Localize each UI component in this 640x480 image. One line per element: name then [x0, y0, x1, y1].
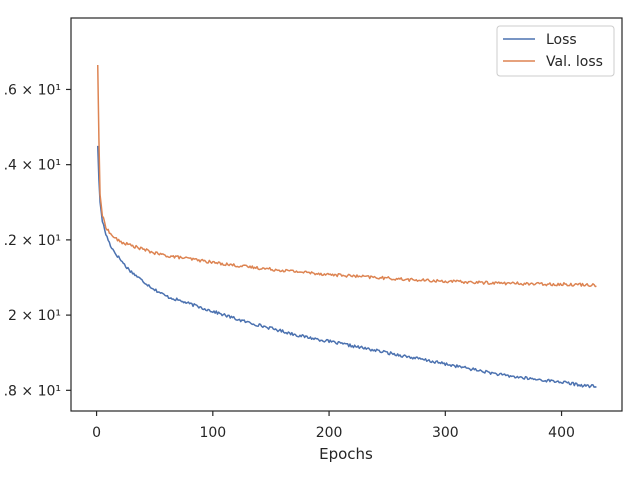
- x-tick-label: 0: [92, 425, 101, 441]
- x-tick-label: 300: [432, 425, 459, 441]
- x-axis-label: Epochs: [319, 445, 373, 463]
- y-tick-label: .6 × 10¹: [4, 82, 61, 98]
- y-tick-label: 2 × 10¹: [8, 308, 61, 324]
- y-axis-ticks: .8 × 10¹ 2 × 10¹ .2 × 10¹ .4 × 10¹ .6 × 10¹: [4, 82, 71, 399]
- legend-label-val-loss: Val. loss: [546, 54, 603, 70]
- x-tick-label: 400: [548, 425, 575, 441]
- series-line-val-loss: [96, 64, 597, 288]
- legend: Loss Val. loss: [496, 25, 615, 77]
- y-tick-label: .4 × 10¹: [4, 158, 61, 174]
- y-tick-label: .2 × 10¹: [4, 233, 61, 249]
- plot-frame: [70, 17, 623, 412]
- y-tick-label: .8 × 10¹: [4, 383, 61, 399]
- x-tick-label: 100: [199, 425, 226, 441]
- series-layer: [96, 64, 597, 389]
- x-tick-label: 200: [316, 425, 343, 441]
- x-axis-ticks: 0 100 200 300 400: [92, 411, 575, 441]
- legend-label-loss: Loss: [546, 32, 577, 48]
- series-line-loss: [96, 145, 597, 389]
